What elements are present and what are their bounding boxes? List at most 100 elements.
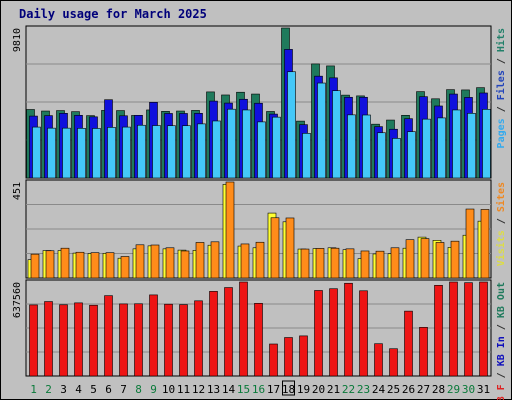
x-tick-label: 11	[177, 383, 190, 396]
bar-kb-f	[314, 290, 323, 377]
panel-legend: Pages / Files / Hits	[495, 28, 507, 148]
bar-kb-f	[209, 291, 218, 377]
bar-pages	[137, 124, 146, 179]
x-tick-label: 10	[162, 383, 175, 396]
bar-pages	[452, 109, 461, 179]
legend-entry: Pages	[496, 118, 507, 148]
x-tick-label: 20	[312, 383, 325, 396]
bar-sites	[300, 248, 310, 279]
legend-entry: Hits	[495, 28, 507, 52]
bar-kb-f	[134, 303, 143, 377]
x-tick-label: 27	[417, 383, 430, 396]
x-axis-day-labels: 1 2 3 4 5 6 7 8 9 10 11 12 13 14 15 16 17 18 19 20 21 22 23 24 2…	[30, 380, 490, 396]
x-tick-label: 4	[75, 383, 82, 396]
y-max-label: 451	[12, 182, 23, 200]
bar-kb-f	[29, 304, 38, 377]
bar-kb-f	[449, 281, 458, 377]
bar-pages	[302, 133, 311, 179]
bar-pages	[287, 71, 296, 179]
bar-pages	[182, 125, 191, 179]
bar-sites	[435, 242, 445, 279]
bar-pages	[212, 120, 221, 179]
bar-kb-f	[374, 343, 383, 377]
panel-legend: Visits / Sites	[495, 182, 507, 266]
x-tick-label: 24	[372, 383, 386, 396]
bar-pages	[227, 108, 236, 179]
legend-entry: KB In	[496, 336, 507, 366]
bar-sites	[330, 247, 340, 279]
x-tick-label: 14	[222, 383, 236, 396]
x-tick-label: 3	[60, 383, 67, 396]
bar-pages	[347, 114, 356, 179]
x-tick-label: 30	[462, 383, 475, 396]
bar-kb-f	[149, 294, 158, 377]
legend-entry: /	[496, 318, 507, 336]
bar-kb-f	[359, 290, 368, 377]
x-tick-label: 18	[282, 383, 295, 396]
legend-entry: /	[496, 52, 507, 70]
bar-kb-f	[464, 282, 473, 377]
bar-sites	[405, 239, 415, 279]
today-marker	[282, 380, 295, 396]
bar-pages	[122, 126, 131, 179]
x-tick-label: 13	[207, 383, 220, 396]
panel-kbytes: 637560 KB F / KB In / KB Out	[12, 279, 507, 400]
legend-entry: Files	[495, 70, 507, 100]
bar-sites	[225, 181, 235, 279]
legend-entry: Sites	[495, 182, 507, 212]
bar-kb-f	[164, 303, 173, 377]
bar-pages	[92, 128, 101, 179]
bar-pages	[332, 90, 341, 179]
bar-pages	[437, 117, 446, 179]
x-tick-label: 19	[297, 383, 310, 396]
x-tick-label: 31	[477, 383, 490, 396]
bar-pages	[317, 82, 326, 179]
legend-entry: KB Out	[496, 282, 507, 318]
bar-pages	[107, 127, 116, 179]
bar-kb-f	[224, 287, 233, 377]
panel-visits: 451 Visits / Sites	[12, 179, 507, 279]
x-tick-label: 28	[432, 383, 445, 396]
bar-pages	[32, 126, 41, 179]
bar-pages	[197, 123, 206, 179]
bar-sites	[255, 241, 265, 279]
bar-sites	[360, 250, 370, 279]
panel-legend: KB F / KB In / KB Out	[496, 282, 507, 400]
bar-sites	[465, 208, 475, 279]
bar-kb-f	[254, 303, 263, 377]
bar-sites	[480, 209, 490, 279]
bar-sites	[420, 238, 430, 279]
bar-kb-f	[119, 303, 128, 377]
bar-pages	[152, 125, 161, 179]
bar-pages	[362, 114, 371, 179]
bar-pages	[482, 109, 491, 179]
bar-pages	[407, 131, 416, 179]
legend-entry: Visits	[495, 230, 507, 266]
bar-kb-f	[194, 300, 203, 377]
x-tick-label: 9	[150, 383, 157, 396]
bar-pages	[377, 132, 386, 179]
x-tick-label: 23	[357, 383, 370, 396]
bar-sites	[120, 256, 130, 279]
bar-sites	[240, 243, 250, 279]
bar-sites	[30, 253, 40, 279]
bar-kb-f	[74, 302, 83, 377]
bar-kb-f	[89, 304, 98, 377]
chart-title: Daily usage for March 2025	[19, 7, 207, 21]
bar-sites	[195, 242, 205, 279]
bar-sites	[150, 244, 160, 279]
x-tick-label: 17	[267, 383, 280, 396]
bar-pages	[392, 138, 401, 179]
bar-pages	[422, 118, 431, 179]
bar-pages	[242, 109, 251, 179]
x-tick-label: 26	[402, 383, 415, 396]
bar-kb-f	[269, 343, 278, 377]
bar-sites	[165, 247, 175, 279]
bar-pages	[77, 128, 86, 179]
bar-kb-f	[389, 348, 398, 377]
bar-sites	[210, 241, 220, 279]
bar-sites	[60, 247, 70, 279]
bar-pages	[467, 113, 476, 179]
x-tick-label: 1	[30, 383, 37, 396]
x-tick-label: 8	[135, 383, 142, 396]
